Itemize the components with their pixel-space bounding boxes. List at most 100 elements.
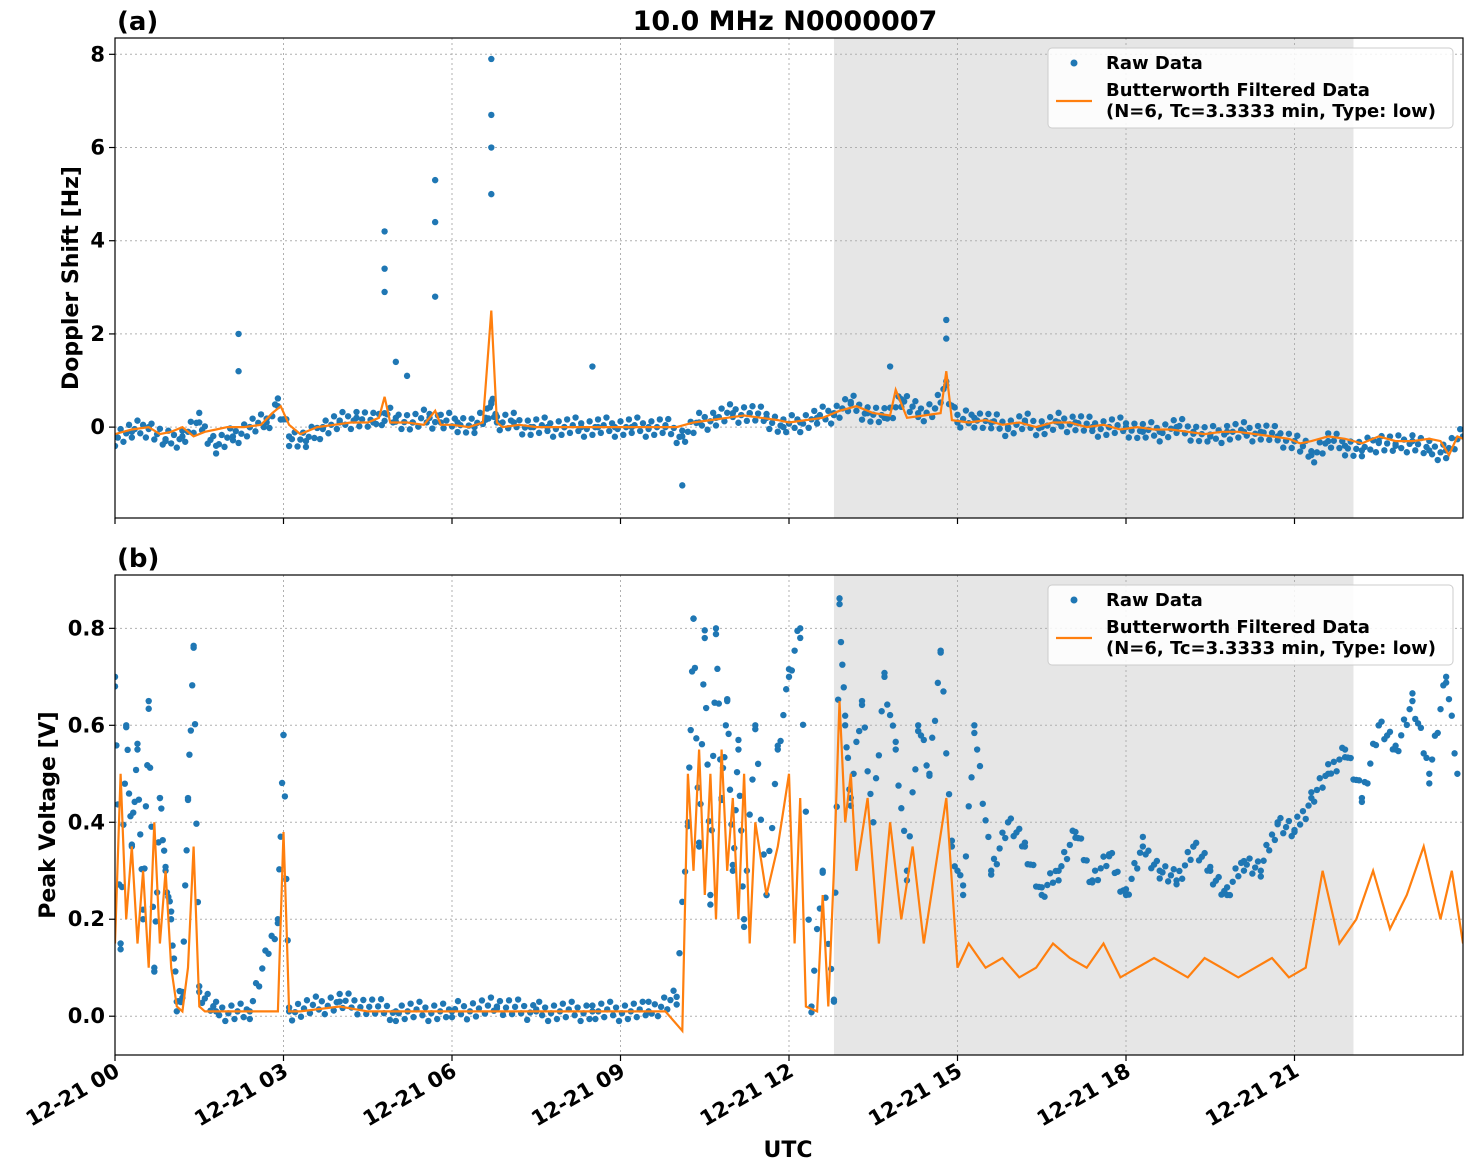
raw-data-point: [718, 405, 725, 412]
raw-data-point: [519, 431, 526, 438]
raw-data-point: [1201, 849, 1208, 857]
raw-data-point: [1193, 423, 1200, 431]
raw-data-point: [1125, 891, 1133, 898]
raw-data-point: [139, 421, 147, 429]
y-tick-label: 0.6: [68, 713, 105, 737]
raw-data-point: [757, 403, 765, 410]
raw-data-point: [1398, 732, 1405, 739]
raw-data-point: [639, 420, 647, 427]
raw-data-point: [1456, 425, 1463, 433]
raw-data-point: [377, 996, 385, 1003]
raw-data-point: [665, 415, 672, 423]
raw-data-point: [1442, 673, 1450, 681]
raw-data-point: [1204, 438, 1211, 445]
raw-data-point: [1024, 410, 1031, 417]
raw-data-point: [488, 190, 495, 198]
raw-data-point: [460, 415, 467, 422]
raw-data-point: [1142, 434, 1149, 441]
raw-data-point: [487, 994, 495, 1001]
raw-data-point: [943, 316, 950, 324]
raw-data-point: [740, 923, 748, 931]
raw-data-point: [603, 414, 610, 421]
raw-data-point: [702, 704, 710, 712]
raw-data-point: [586, 418, 593, 425]
raw-data-point: [339, 408, 346, 416]
raw-data-point: [1316, 439, 1323, 446]
raw-data-point: [625, 416, 633, 423]
raw-data-point: [733, 768, 741, 776]
raw-data-point: [237, 1000, 244, 1007]
raw-data-point: [563, 416, 571, 423]
raw-data-point: [1251, 864, 1259, 871]
raw-data-point: [867, 790, 874, 798]
raw-data-point: [345, 990, 352, 997]
raw-data-point: [1392, 440, 1399, 448]
raw-data-point: [249, 415, 256, 422]
raw-data-point: [853, 407, 860, 414]
raw-data-point: [294, 443, 301, 450]
raw-data-point: [1263, 422, 1270, 429]
raw-data-point: [645, 998, 652, 1005]
raw-data-point: [218, 431, 225, 439]
raw-data-point: [1058, 423, 1065, 430]
raw-data-point: [549, 433, 557, 440]
raw-data-point: [486, 404, 494, 411]
raw-data-point: [115, 683, 119, 690]
raw-data-point: [118, 883, 126, 891]
raw-data-point: [660, 994, 668, 1001]
raw-data-point: [1069, 413, 1076, 420]
raw-data-point: [760, 851, 767, 858]
raw-data-point: [318, 998, 326, 1005]
raw-data-point: [634, 414, 641, 421]
raw-data-point: [937, 647, 944, 654]
raw-data-point: [615, 1017, 623, 1025]
raw-data-point: [231, 1015, 238, 1023]
raw-data-point: [847, 398, 854, 406]
raw-data-point: [982, 817, 989, 824]
raw-data-point: [1277, 430, 1284, 437]
raw-data-point: [1131, 420, 1138, 427]
raw-data-point: [993, 411, 1001, 418]
raw-data-point: [659, 429, 666, 437]
raw-data-point: [1111, 429, 1118, 437]
raw-data-point: [187, 418, 195, 425]
raw-data-point: [566, 429, 574, 437]
raw-data-point: [1021, 839, 1029, 846]
raw-data-point: [993, 860, 1001, 868]
raw-data-point: [1103, 431, 1110, 439]
raw-data-point: [1139, 420, 1147, 428]
raw-data-point: [1428, 451, 1436, 458]
raw-data-point: [1271, 422, 1279, 430]
raw-data-point: [115, 434, 122, 441]
raw-data-point: [929, 734, 936, 741]
raw-data-point: [1173, 881, 1180, 888]
raw-data-point: [431, 293, 439, 300]
raw-data-point: [945, 790, 953, 798]
raw-data-point: [1218, 439, 1225, 447]
raw-data-point: [1254, 858, 1262, 865]
raw-data-point: [484, 1002, 492, 1009]
raw-data-point: [686, 764, 693, 771]
raw-data-point: [336, 417, 343, 424]
raw-data-point: [443, 417, 450, 424]
figure-title: 10.0 MHz N0000007: [633, 6, 938, 37]
raw-data-point: [715, 700, 722, 707]
raw-data-point: [749, 403, 756, 410]
raw-data-point: [1063, 428, 1071, 436]
panel-label: (a): [117, 7, 158, 37]
raw-data-point: [794, 627, 801, 635]
raw-data-point: [971, 729, 978, 737]
raw-data-point: [215, 1012, 223, 1019]
y-tick-label: 0.8: [68, 616, 105, 640]
raw-data-point: [538, 1012, 546, 1019]
raw-data-point: [791, 647, 798, 654]
raw-data-point: [1288, 832, 1295, 840]
raw-data-point: [667, 996, 674, 1004]
raw-data-point: [1437, 449, 1444, 456]
raw-data-point: [830, 996, 838, 1003]
raw-data-point: [884, 701, 891, 708]
raw-data-point: [1431, 443, 1439, 450]
raw-data-point: [754, 410, 762, 417]
raw-data-point: [988, 425, 995, 432]
raw-data-point: [1044, 881, 1051, 889]
